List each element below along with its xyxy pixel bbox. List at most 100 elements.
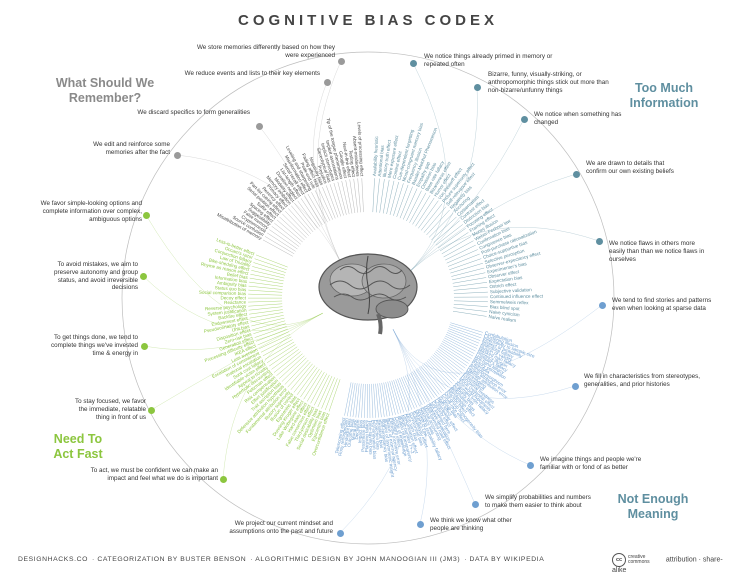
bias-label: Pro-innovation bias xyxy=(371,420,378,460)
spoke-line xyxy=(249,309,283,315)
spoke-line xyxy=(307,372,325,402)
spoke-line xyxy=(318,188,333,220)
spoke-line xyxy=(435,351,463,373)
quadrant-remember-line2: Remember? xyxy=(68,91,142,105)
branch-line xyxy=(406,86,478,276)
category-label: We discard specifics to form generalitie… xyxy=(137,109,250,116)
spoke-line xyxy=(438,346,468,366)
spoke-line xyxy=(369,383,371,419)
spoke-line xyxy=(314,374,330,406)
cc-label: creative commons xyxy=(627,553,650,565)
spoke-line xyxy=(257,331,289,346)
spoke-line xyxy=(395,379,407,412)
spoke-line xyxy=(452,311,487,317)
branch-line xyxy=(406,173,577,276)
spoke-line xyxy=(333,182,344,216)
spoke-line xyxy=(389,381,399,415)
spoke-line xyxy=(385,382,393,416)
spoke-line xyxy=(284,359,309,385)
node-dot xyxy=(142,211,150,219)
node-dot xyxy=(520,115,528,123)
spoke-line xyxy=(391,380,402,414)
spoke-line xyxy=(406,374,423,406)
spoke-line xyxy=(279,216,305,241)
spoke-line xyxy=(443,240,474,258)
bias-label: Naive cynicism xyxy=(489,309,520,317)
spoke-line xyxy=(423,206,447,233)
bias-label: Continued influence effect xyxy=(490,294,544,299)
bias-label: Levels of processing effect xyxy=(357,122,365,177)
spoke-line xyxy=(453,287,488,291)
outer-ring xyxy=(121,51,615,545)
spoke-line xyxy=(452,277,487,284)
node-dot xyxy=(140,342,148,350)
spoke-line xyxy=(262,339,293,357)
spoke-line xyxy=(250,274,284,282)
spoke-line xyxy=(452,272,486,281)
spoke-line xyxy=(401,377,415,409)
spoke-line xyxy=(325,378,338,411)
bias-label: Expectation bias xyxy=(489,275,524,284)
spoke-line xyxy=(436,349,464,371)
spoke-line xyxy=(248,303,283,307)
bias-label: Semmelweis reflex xyxy=(490,299,529,305)
quadrant-meaning-line1: Not Enough xyxy=(617,492,689,506)
branch-line xyxy=(222,313,323,480)
bias-label: Ambiguity bias xyxy=(217,280,248,288)
branch-line xyxy=(339,329,410,534)
spoke-line xyxy=(249,277,284,284)
category-label: We store memories differently based on h… xyxy=(196,44,335,59)
spoke-line xyxy=(415,197,435,227)
node-dot xyxy=(526,461,534,469)
node-dot xyxy=(471,500,479,508)
spoke-line xyxy=(415,369,435,398)
spoke-line xyxy=(285,210,309,236)
bias-label: Availability heuristic xyxy=(372,135,379,176)
spoke-line xyxy=(361,178,364,213)
category-label: To get things done, we tend to complete … xyxy=(51,334,138,357)
spoke-line xyxy=(269,229,298,250)
spoke-line xyxy=(276,219,303,243)
node-dot xyxy=(336,529,344,537)
spoke-line xyxy=(326,185,339,218)
spoke-line xyxy=(255,254,288,268)
spoke-line xyxy=(276,353,303,376)
spoke-line xyxy=(291,205,314,233)
spoke-line xyxy=(445,334,477,349)
bias-label: Social comparison bias xyxy=(199,290,247,297)
footer-site[interactable]: DESIGNHACKS.CO xyxy=(18,556,88,563)
spoke-line xyxy=(433,353,461,376)
bias-label: Projection bias xyxy=(374,420,381,451)
bias-label: Reactance xyxy=(224,299,247,305)
category-label: Bizarre, funny, visually-striking, or an… xyxy=(488,71,609,94)
bias-label: Backfire effect xyxy=(218,312,248,321)
spoke-line xyxy=(303,370,323,400)
spoke-line xyxy=(344,382,352,416)
spoke-line xyxy=(259,334,291,349)
spoke-line xyxy=(420,365,442,393)
spoke-line xyxy=(441,236,472,255)
spoke-line xyxy=(251,317,285,327)
spoke-line xyxy=(300,368,320,398)
branch-line xyxy=(145,214,323,326)
spoke-line xyxy=(447,253,480,267)
spoke-line xyxy=(437,228,466,249)
spoke-line xyxy=(446,332,479,347)
spoke-line xyxy=(248,300,283,303)
spoke-line xyxy=(450,322,483,333)
node-dot xyxy=(323,78,331,86)
quadrant-act-line1: Need To xyxy=(53,432,103,446)
spoke-line xyxy=(425,361,449,388)
quadrant-meaning-line2: Meaning xyxy=(627,507,679,521)
spoke-line xyxy=(393,183,404,216)
spoke-line xyxy=(248,289,283,293)
spoke-line xyxy=(307,194,326,224)
branch-line xyxy=(317,60,344,267)
category-label: We notice flaws in others more easily th… xyxy=(609,240,705,263)
spoke-line xyxy=(361,383,364,418)
category-label: We notice things already primed in memor… xyxy=(424,53,553,68)
spoke-line xyxy=(426,360,451,386)
branch-trees xyxy=(142,60,603,534)
category-label: We project our current mindset and assum… xyxy=(229,520,333,535)
spoke-line xyxy=(287,361,311,388)
